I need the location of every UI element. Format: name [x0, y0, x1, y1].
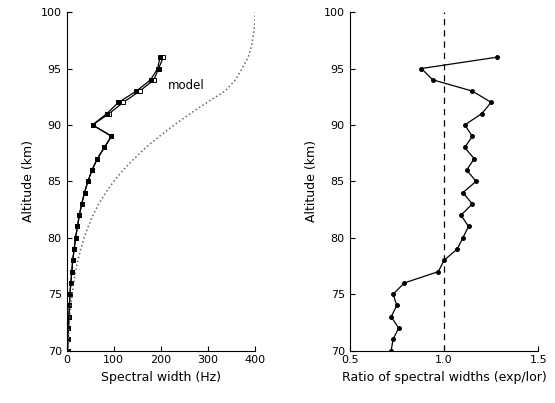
X-axis label: Spectral width (Hz): Spectral width (Hz) — [101, 371, 221, 384]
Y-axis label: Altitude (km): Altitude (km) — [22, 140, 35, 222]
Text: model: model — [168, 79, 205, 92]
Y-axis label: Altitude (km): Altitude (km) — [305, 140, 318, 222]
X-axis label: Ratio of spectral widths (exp/lor): Ratio of spectral widths (exp/lor) — [342, 371, 546, 384]
